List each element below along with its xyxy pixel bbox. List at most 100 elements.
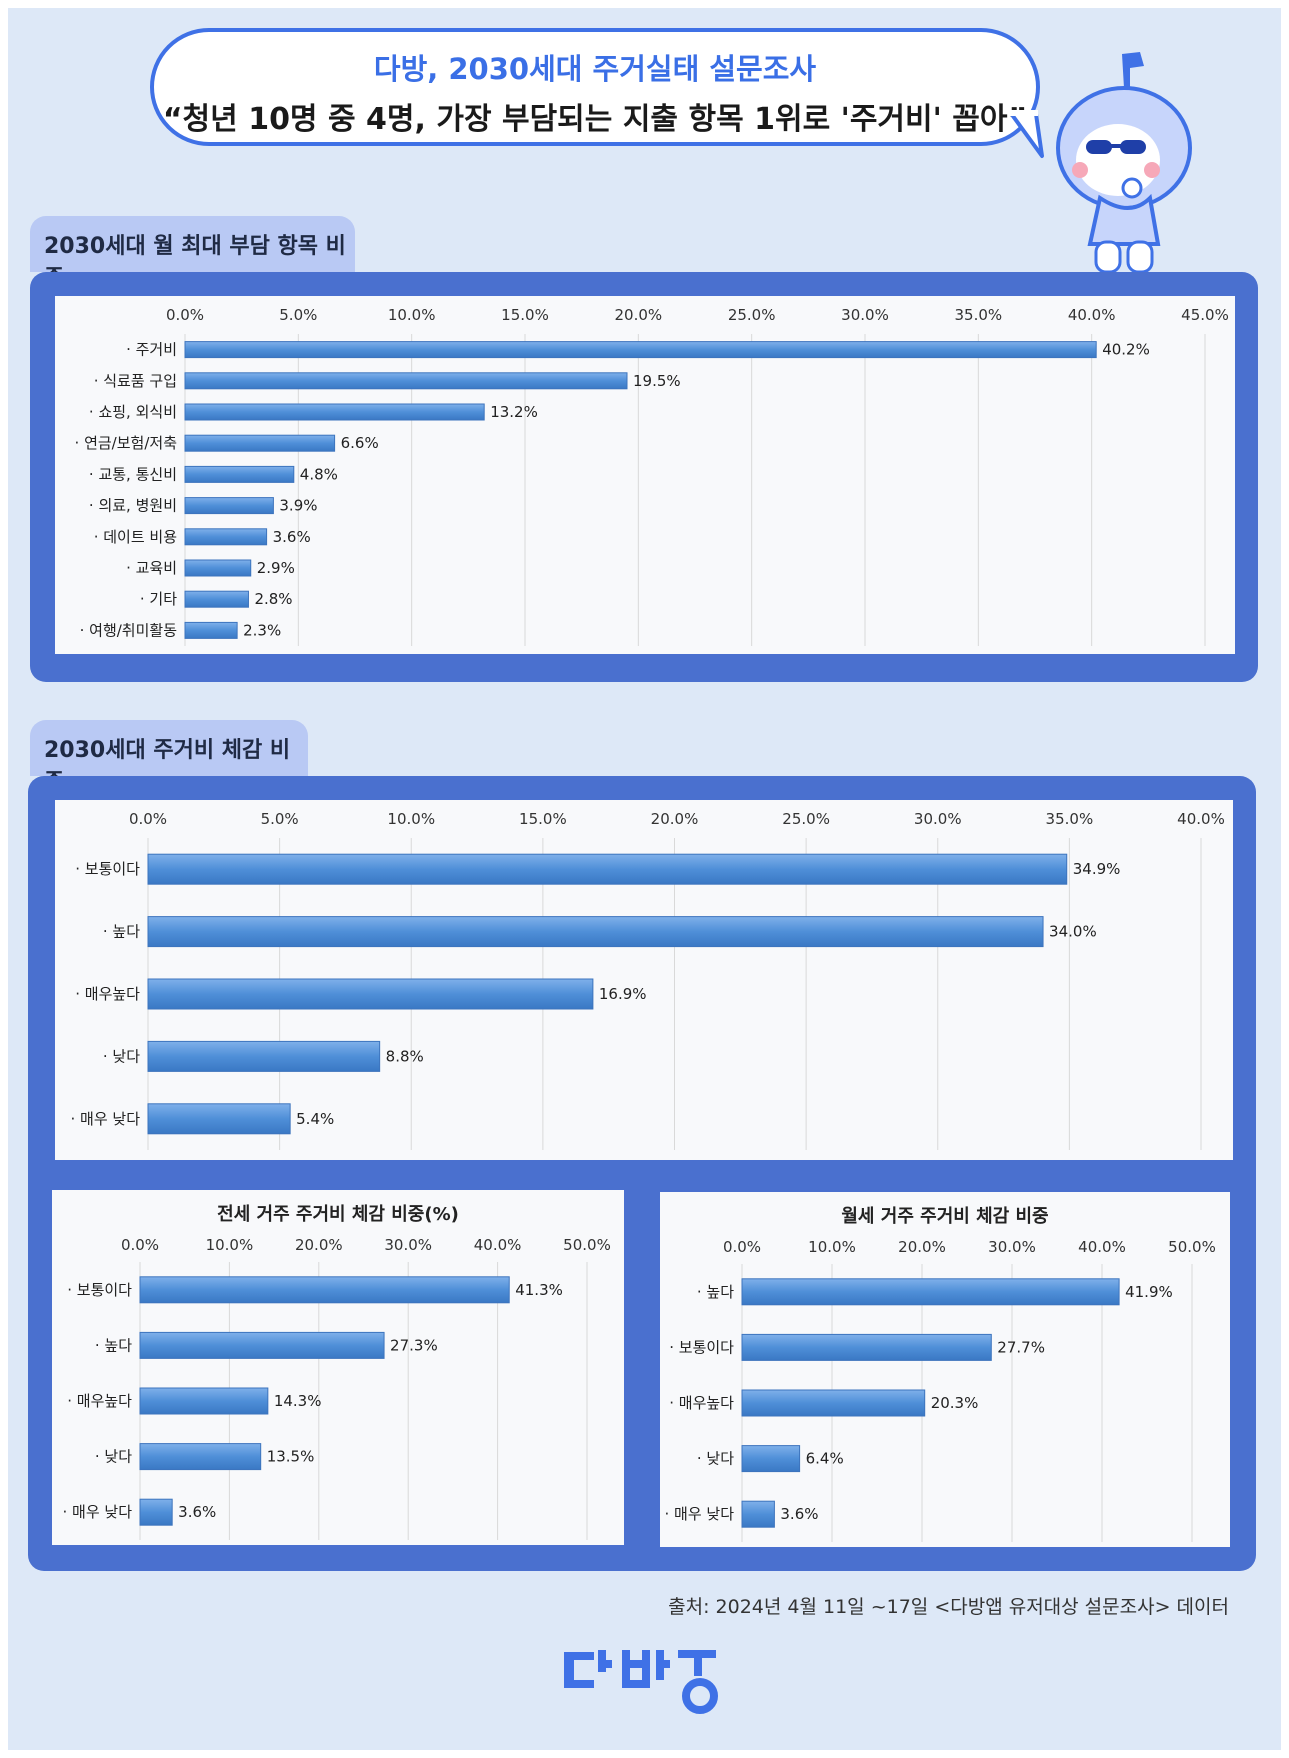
bar <box>184 403 485 421</box>
bar <box>184 434 336 452</box>
x-tick-label: 5.0% <box>279 306 317 324</box>
bar <box>741 1278 1120 1306</box>
x-tick-label: 20.0% <box>295 1236 343 1254</box>
category-label: · 교육비 <box>126 559 177 577</box>
x-tick-label: 15.0% <box>519 810 567 828</box>
category-label: · 연금/보험/저축 <box>75 434 177 452</box>
x-tick-label: 50.0% <box>1168 1238 1216 1256</box>
value-label: 14.3% <box>274 1392 322 1410</box>
category-label: · 보통이다 <box>75 860 140 878</box>
value-label: 20.3% <box>931 1394 979 1412</box>
wolse-chart: 0.0% 10.0% 20.0% 30.0% 40.0% 50.0% · 높다 41.9% · … <box>660 1192 1230 1547</box>
bar <box>741 1445 801 1473</box>
category-label: · 매우 낮다 <box>62 1503 132 1521</box>
bar <box>741 1500 775 1528</box>
x-tick-label: 40.0% <box>1177 810 1225 828</box>
bar <box>147 916 1044 948</box>
x-tick-label: 40.0% <box>1068 306 1116 324</box>
value-label: 13.2% <box>490 403 538 421</box>
bar <box>139 1387 269 1415</box>
category-label: · 높다 <box>103 923 140 941</box>
value-label: 27.7% <box>997 1338 1045 1356</box>
category-label: · 보통이다 <box>669 1338 734 1356</box>
bar <box>184 528 268 546</box>
bar <box>147 853 1068 885</box>
burden-chart: 0.0% 5.0% 10.0% 15.0% 20.0% 25.0% 30.0% 35.0% 40… <box>55 296 1235 654</box>
x-tick-label: 0.0% <box>166 306 204 324</box>
x-tick-label: 30.0% <box>384 1236 432 1254</box>
bar <box>741 1333 992 1361</box>
category-label: · 매우높다 <box>669 1394 734 1412</box>
x-tick-label: 40.0% <box>474 1236 522 1254</box>
value-label: 3.9% <box>279 497 317 515</box>
x-tick-label: 0.0% <box>121 1236 159 1254</box>
mascot-character-icon <box>1056 52 1192 274</box>
headline-bubble: 다방, 2030세대 주거실태 설문조사 “청년 10명 중 4명, 가장 부담… <box>150 28 1040 146</box>
x-tick-label: 5.0% <box>261 810 299 828</box>
x-tick-label: 50.0% <box>563 1236 611 1254</box>
value-label: 8.8% <box>386 1047 424 1065</box>
category-label: · 여행/취미활동 <box>80 621 178 639</box>
x-tick-label: 10.0% <box>206 1236 254 1254</box>
category-label: · 매우 낮다 <box>70 1110 140 1128</box>
x-tick-label: 0.0% <box>723 1238 761 1256</box>
value-label: 41.9% <box>1125 1283 1173 1301</box>
headline-quote: “청년 10명 중 4명, 가장 부담되는 지출 항목 1위로 '주거비' 꼽아… <box>162 102 1028 137</box>
bar <box>139 1443 262 1471</box>
bar <box>139 1276 510 1304</box>
value-label: 16.9% <box>599 985 647 1003</box>
x-tick-label: 0.0% <box>129 810 167 828</box>
category-label: · 낮다 <box>95 1448 132 1466</box>
source-note: 출처: 2024년 4월 11일 ~17일 <다방앱 유저대상 설문조사> 데이… <box>668 1596 1229 1618</box>
category-label: · 쇼핑, 외식비 <box>89 403 177 421</box>
value-label: 41.3% <box>515 1281 563 1299</box>
x-tick-label: 30.0% <box>841 306 889 324</box>
bar <box>184 341 1097 359</box>
bar <box>184 559 252 577</box>
bar <box>184 465 295 483</box>
value-label: 34.9% <box>1073 860 1121 878</box>
chart1-svg: 0.0% 5.0% 10.0% 15.0% 20.0% 25.0% 30.0% 35.0% 40… <box>75 306 1229 646</box>
section-tab-perception: 2030세대 주거비 체감 비중 <box>30 720 308 795</box>
x-tick-label: 30.0% <box>988 1238 1036 1256</box>
category-label: · 데이트 비용 <box>94 528 177 546</box>
jeonse-chart-title: 전세 거주 주거비 체감 비중(%) <box>217 1204 459 1225</box>
chart3-svg: 0.0% 10.0% 20.0% 30.0% 40.0% 50.0% · 보통이다 41.3%… <box>62 1236 611 1540</box>
chart4-svg: 0.0% 10.0% 20.0% 30.0% 40.0% 50.0% · 높다 41.9% · … <box>664 1238 1216 1542</box>
bubble-tail <box>1008 110 1044 158</box>
value-label: 34.0% <box>1049 923 1097 941</box>
value-label: 2.9% <box>257 559 295 577</box>
value-label: 40.2% <box>1102 341 1150 359</box>
perception-chart: 0.0% 5.0% 10.0% 15.0% 20.0% 25.0% 30.0% 35.0% 40… <box>55 800 1233 1160</box>
bar <box>184 372 628 390</box>
value-label: 6.6% <box>341 434 379 452</box>
category-label: · 높다 <box>95 1336 132 1354</box>
bar <box>184 497 274 515</box>
category-label: · 식료품 구입 <box>94 372 177 390</box>
x-tick-label: 20.0% <box>615 306 663 324</box>
headline-title: 다방, 2030세대 주거실태 설문조사 <box>373 52 817 86</box>
bar <box>139 1331 385 1359</box>
category-label: · 기타 <box>140 590 177 608</box>
x-tick-label: 30.0% <box>914 810 962 828</box>
bar <box>147 1040 381 1072</box>
category-label: · 주거비 <box>126 341 177 359</box>
category-label: · 교통, 통신비 <box>89 465 177 483</box>
bar <box>139 1498 173 1526</box>
value-label: 4.8% <box>300 465 338 483</box>
x-tick-label: 10.0% <box>387 810 435 828</box>
x-tick-label: 45.0% <box>1181 306 1229 324</box>
x-tick-label: 20.0% <box>651 810 699 828</box>
value-label: 13.5% <box>267 1448 315 1466</box>
bar <box>147 978 594 1010</box>
x-tick-label: 20.0% <box>898 1238 946 1256</box>
value-label: 2.8% <box>254 590 292 608</box>
value-label: 6.4% <box>806 1450 844 1468</box>
category-label: · 낮다 <box>103 1047 140 1065</box>
value-label: 27.3% <box>390 1336 438 1354</box>
value-label: 3.6% <box>178 1503 216 1521</box>
x-tick-label: 35.0% <box>1046 810 1094 828</box>
x-tick-label: 35.0% <box>955 306 1003 324</box>
x-tick-label: 25.0% <box>728 306 776 324</box>
